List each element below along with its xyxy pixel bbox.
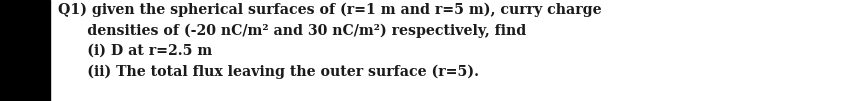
Bar — [0, 0, 50, 101]
Text: Q1) given the spherical surfaces of (r=1 m and r=5 m), curry charge
      densit: Q1) given the spherical surfaces of (r=1… — [58, 3, 602, 79]
